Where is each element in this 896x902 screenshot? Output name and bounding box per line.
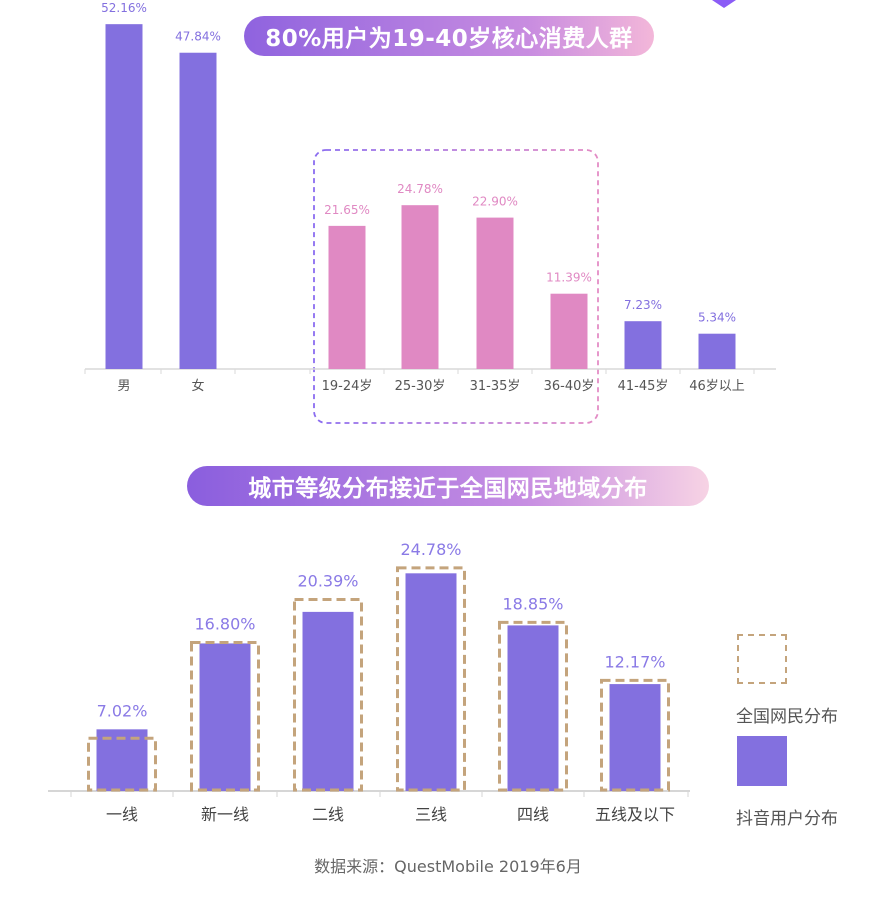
national-bar-一线 [87, 736, 157, 792]
category-label: 四线 [517, 805, 549, 824]
bar-女 [179, 52, 217, 369]
age-banner: 80%用户为19-40岁核心消费人群 [244, 16, 654, 56]
national-bar-五线及以下 [600, 678, 670, 792]
category-label: 36-40岁 [544, 379, 595, 394]
category-label: 一线 [106, 805, 138, 824]
category-label: 19-24岁 [322, 379, 373, 394]
bar-value-label: 5.34% [698, 311, 736, 325]
douyin-bar-四线 [507, 625, 559, 791]
legend-national-label: 全国网民分布 [736, 707, 838, 727]
bar-value-label: 52.16% [101, 1, 147, 15]
bar-value-label: 11.39% [546, 271, 592, 285]
bar-46岁以上 [698, 333, 736, 369]
age-gender-chart: 52.16% 男 47.84% 女 21.65% 19-24岁 24.78% 25-30岁 22… [84, 1, 776, 424]
category-label: 男 [117, 379, 130, 394]
bar-value-label: 18.85% [502, 594, 563, 613]
bar-36-40岁 [550, 293, 588, 369]
category-label: 五线及以下 [595, 805, 675, 824]
highlight-box [313, 149, 599, 424]
legend-douyin-swatch [737, 736, 787, 786]
bar-value-label: 24.78% [400, 540, 461, 559]
national-bar-四线 [498, 620, 568, 792]
category-label: 三线 [415, 805, 447, 824]
city-tier-chart: 7.02% 一线 16.80% 新一线 20.39% 二线 24.78% 三线 18.85% 四线… [48, 540, 690, 824]
legend-douyin-label: 抖音用户分布 [736, 809, 838, 829]
douyin-bar-新一线 [199, 643, 251, 791]
category-label: 新一线 [201, 805, 249, 824]
bar-value-label: 21.65% [324, 203, 370, 217]
bar-value-label: 47.84% [175, 30, 221, 44]
national-bar-三线 [396, 566, 466, 792]
bar-41-45岁 [624, 321, 662, 369]
bar-25-30岁 [401, 205, 439, 369]
douyin-bar-二线 [302, 611, 354, 791]
bar-value-label: 12.17% [604, 652, 665, 671]
category-label: 46岁以上 [689, 379, 745, 394]
bar-value-label: 20.39% [297, 571, 358, 590]
bar-value-label: 24.78% [397, 182, 443, 196]
bar-value-label: 22.90% [472, 195, 518, 209]
category-label: 31-35岁 [470, 379, 521, 394]
bar-31-35岁 [476, 217, 514, 369]
bar-男 [105, 24, 143, 370]
corner-decoration [712, 0, 736, 8]
bar-value-label: 16.80% [194, 615, 255, 634]
bar-value-label: 7.02% [97, 701, 148, 720]
national-bar-二线 [293, 597, 363, 792]
category-label: 女 [191, 378, 204, 394]
national-bar-新一线 [190, 641, 260, 792]
douyin-bar-五线及以下 [609, 684, 661, 791]
data-source: 数据来源：QuestMobile 2019年6月 [314, 857, 582, 876]
legend-national-swatch [737, 634, 787, 684]
douyin-bar-三线 [405, 573, 457, 791]
bar-19-24岁 [328, 225, 366, 369]
category-label: 二线 [312, 805, 344, 824]
bar-value-label: 7.23% [624, 298, 662, 312]
category-label: 41-45岁 [618, 379, 669, 394]
city-tier-banner: 城市等级分布接近于全国网民地域分布 [187, 466, 709, 506]
category-label: 25-30岁 [395, 379, 446, 394]
